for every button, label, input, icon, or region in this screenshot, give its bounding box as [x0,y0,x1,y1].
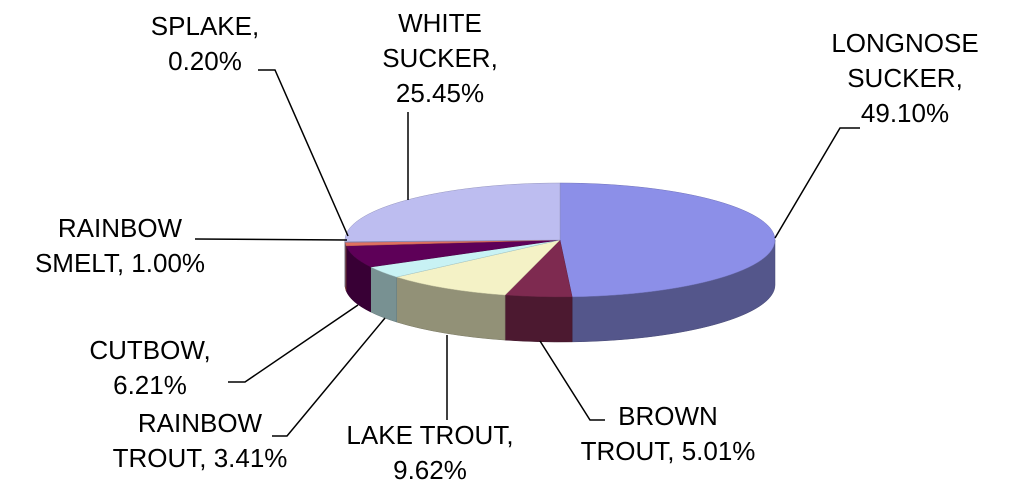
data-label: CUTBOW, 6.21% [89,335,210,400]
label-line: TROUT [581,436,671,466]
value-label: 0.20% [168,46,242,76]
label-gap [674,436,681,466]
label-separator: , [491,43,498,73]
leader-line [194,238,348,241]
value-label: 3.41% [214,443,288,473]
value-label: 6.21% [113,370,187,400]
label-line: SMELT [35,248,120,278]
label-separator: , [199,443,206,473]
data-label: SPLAKE, 0.20% [151,11,259,76]
value-label: 1.00% [131,248,205,278]
label-line: LAKE TROUT [346,420,509,450]
label-gap [206,443,213,473]
data-label: WHITE SUCKER, 25.45% [382,8,498,108]
slice-side [504,294,573,343]
leader-line [228,304,359,383]
label-separator: , [252,11,259,41]
label-line: RAINBOW [58,213,183,243]
label-separator: , [117,248,124,278]
value-label: 9.62% [393,455,467,483]
value-label: 5.01% [682,436,756,466]
leader-line [539,340,605,421]
slice [395,239,561,296]
label-line: CUTBOW [89,335,205,365]
leader-line [272,317,386,437]
data-label: LONGNOSE SUCKER, 49.10% [831,28,978,128]
data-label: RAINBOW TROUT, 3.41% [113,408,288,473]
value-label: 25.45% [396,78,484,108]
label-line: SUCKER [382,43,490,73]
value-label: 49.10% [861,98,949,128]
data-label: RAINBOW SMELT, 1.00% [35,213,205,278]
label-line: WHITE [398,8,482,38]
slice [559,182,776,298]
slice [344,182,561,242]
label-separator: , [956,63,963,93]
label-separator: , [506,420,513,450]
label-line: SPLAKE [151,11,252,41]
label-line: BROWN [618,401,718,431]
label-line: TROUT [113,443,203,473]
label-gap [124,248,131,278]
leader-line [258,69,349,237]
label-line: RAINBOW [138,408,263,438]
label-line: SUCKER [847,63,955,93]
data-label: BROWN TROUT, 5.01% [581,401,756,466]
leader-line [774,127,860,239]
data-label: LAKE TROUT, 9.62% [346,420,513,483]
label-line: LONGNOSE [831,28,978,58]
label-separator: , [203,335,210,365]
label-separator: , [667,436,674,466]
